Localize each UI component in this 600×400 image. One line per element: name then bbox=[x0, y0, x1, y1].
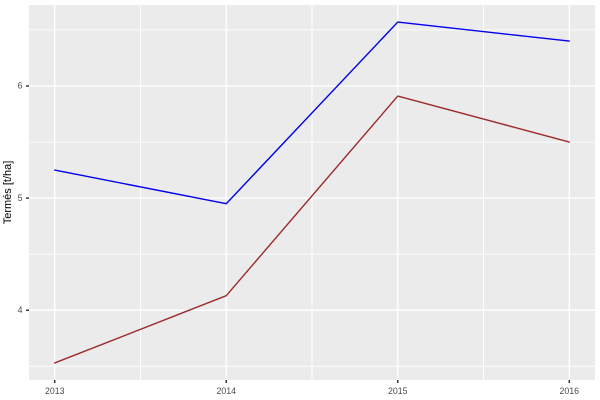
svg-text:2016: 2016 bbox=[559, 386, 579, 396]
svg-text:4: 4 bbox=[18, 305, 23, 315]
svg-text:6: 6 bbox=[18, 81, 23, 91]
svg-text:5: 5 bbox=[18, 193, 23, 203]
svg-text:2015: 2015 bbox=[388, 386, 408, 396]
svg-text:Termés [t/ha]: Termés [t/ha] bbox=[2, 161, 14, 225]
svg-text:2013: 2013 bbox=[45, 386, 65, 396]
svg-text:2014: 2014 bbox=[216, 386, 236, 396]
